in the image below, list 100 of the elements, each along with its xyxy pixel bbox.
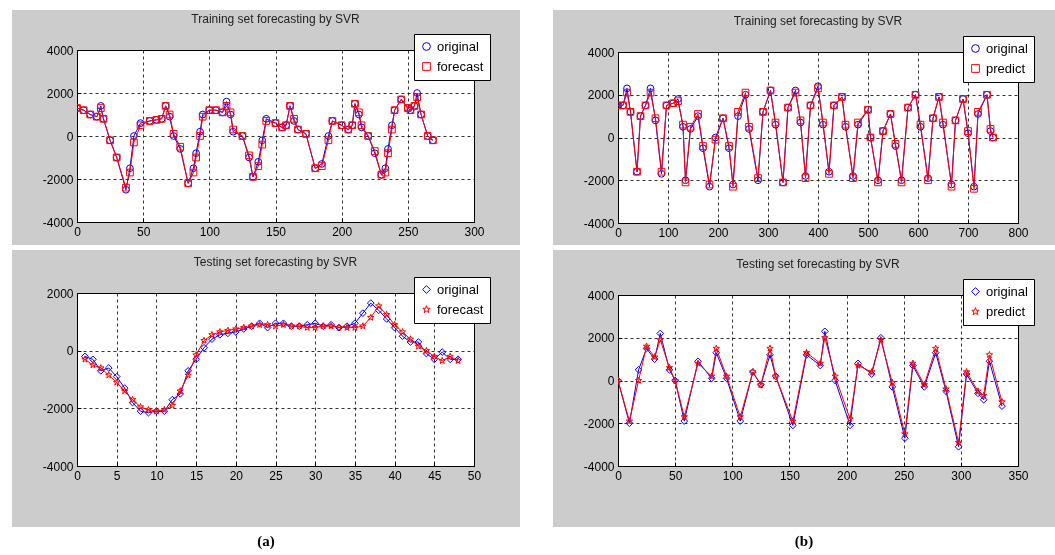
point xyxy=(168,395,177,404)
point xyxy=(382,310,391,318)
x-tick-label: 40 xyxy=(388,468,403,483)
point xyxy=(789,421,797,430)
point xyxy=(789,417,797,425)
legend-label: original xyxy=(986,283,1029,299)
point xyxy=(359,322,367,330)
y-tick-label: 0 xyxy=(66,344,74,359)
x-tick-label: 10 xyxy=(150,468,164,483)
point xyxy=(430,355,439,364)
chart-title: Training set forecasting by SVR xyxy=(733,13,903,28)
x-tick-label: 100 xyxy=(722,468,744,483)
y-tick-label: -2000 xyxy=(42,401,74,416)
point xyxy=(89,355,97,364)
point xyxy=(985,351,994,359)
x-tick-label: 200 xyxy=(837,468,858,483)
point xyxy=(200,343,208,352)
point xyxy=(398,328,407,336)
point xyxy=(634,376,643,384)
x-tick-label: 600 xyxy=(908,225,929,240)
point xyxy=(656,329,665,338)
legend-label: forecast xyxy=(437,58,484,74)
point xyxy=(366,299,375,307)
x-tick-label: 350 xyxy=(1008,468,1029,483)
y-tick-label: -4000 xyxy=(583,459,615,474)
point xyxy=(931,348,940,357)
y-tick-label: 0 xyxy=(66,129,74,144)
point xyxy=(901,434,909,443)
chart-title: Training set forecasting by SVR xyxy=(191,11,360,26)
point xyxy=(351,323,359,331)
x-tick-label: 100 xyxy=(658,225,679,240)
y-tick-label: 2000 xyxy=(587,88,615,103)
x-tick-label: 15 xyxy=(189,468,204,483)
point xyxy=(888,378,896,386)
point xyxy=(998,398,1006,406)
point xyxy=(367,313,375,321)
point xyxy=(998,402,1006,410)
point xyxy=(901,430,909,438)
point xyxy=(680,417,689,425)
point xyxy=(375,302,383,310)
text: (b) xyxy=(793,533,815,550)
point xyxy=(414,342,423,350)
x-tick-label: 150 xyxy=(779,468,801,483)
x-tick-label: 200 xyxy=(332,224,353,239)
y-tick-label: 0 xyxy=(607,374,615,388)
x-tick-label: 50 xyxy=(136,224,151,239)
point xyxy=(144,405,153,413)
point xyxy=(113,378,121,386)
point xyxy=(766,351,774,359)
point xyxy=(831,376,839,385)
y-tick-label: -4000 xyxy=(42,215,74,230)
point xyxy=(311,319,320,328)
point xyxy=(136,403,145,411)
point xyxy=(766,344,774,352)
y-tick-label: 4000 xyxy=(587,45,615,60)
point xyxy=(438,356,446,364)
y-tick-label: -4000 xyxy=(583,216,615,231)
x-tick-label: 45 xyxy=(428,468,442,483)
x-tick-label: 30 xyxy=(309,468,323,483)
x-tick-label: 250 xyxy=(398,224,419,239)
x-tick-label: 700 xyxy=(958,225,979,240)
point xyxy=(422,346,431,354)
point xyxy=(192,351,200,359)
point xyxy=(680,412,688,421)
x-tick-label: 200 xyxy=(708,225,729,240)
x-tick-label: 5 xyxy=(113,468,121,483)
point xyxy=(888,383,897,391)
legend-label: predict xyxy=(986,303,1026,319)
point xyxy=(846,415,854,423)
x-tick-label: 20 xyxy=(229,468,244,483)
y-tick-label: -4000 xyxy=(42,459,74,474)
point xyxy=(656,336,664,344)
y-tick-label: 4000 xyxy=(587,288,615,303)
x-tick-label: 300 xyxy=(464,224,485,239)
point xyxy=(208,330,216,339)
point xyxy=(128,398,137,407)
legend-label: original xyxy=(437,38,480,54)
point xyxy=(736,417,745,425)
legend-label: predict xyxy=(986,60,1026,76)
point xyxy=(184,371,192,379)
point xyxy=(104,364,113,372)
point xyxy=(263,320,272,328)
point xyxy=(831,372,839,380)
y-tick-label: 2000 xyxy=(46,86,74,101)
point xyxy=(414,338,423,346)
point xyxy=(979,395,988,404)
x-tick-label: 25 xyxy=(269,468,283,483)
legend-label: forecast xyxy=(437,301,484,317)
point xyxy=(351,319,359,328)
point xyxy=(263,323,272,332)
chart-title: Testing set forecasting by SVR xyxy=(736,256,901,271)
point xyxy=(168,401,176,409)
x-tick-label: 800 xyxy=(1008,225,1029,240)
point xyxy=(390,320,399,328)
point xyxy=(821,333,829,341)
y-tick-label: 0 xyxy=(607,131,615,145)
point xyxy=(374,306,383,315)
point xyxy=(89,361,97,369)
point xyxy=(985,357,994,366)
x-tick-label: 150 xyxy=(265,224,287,239)
